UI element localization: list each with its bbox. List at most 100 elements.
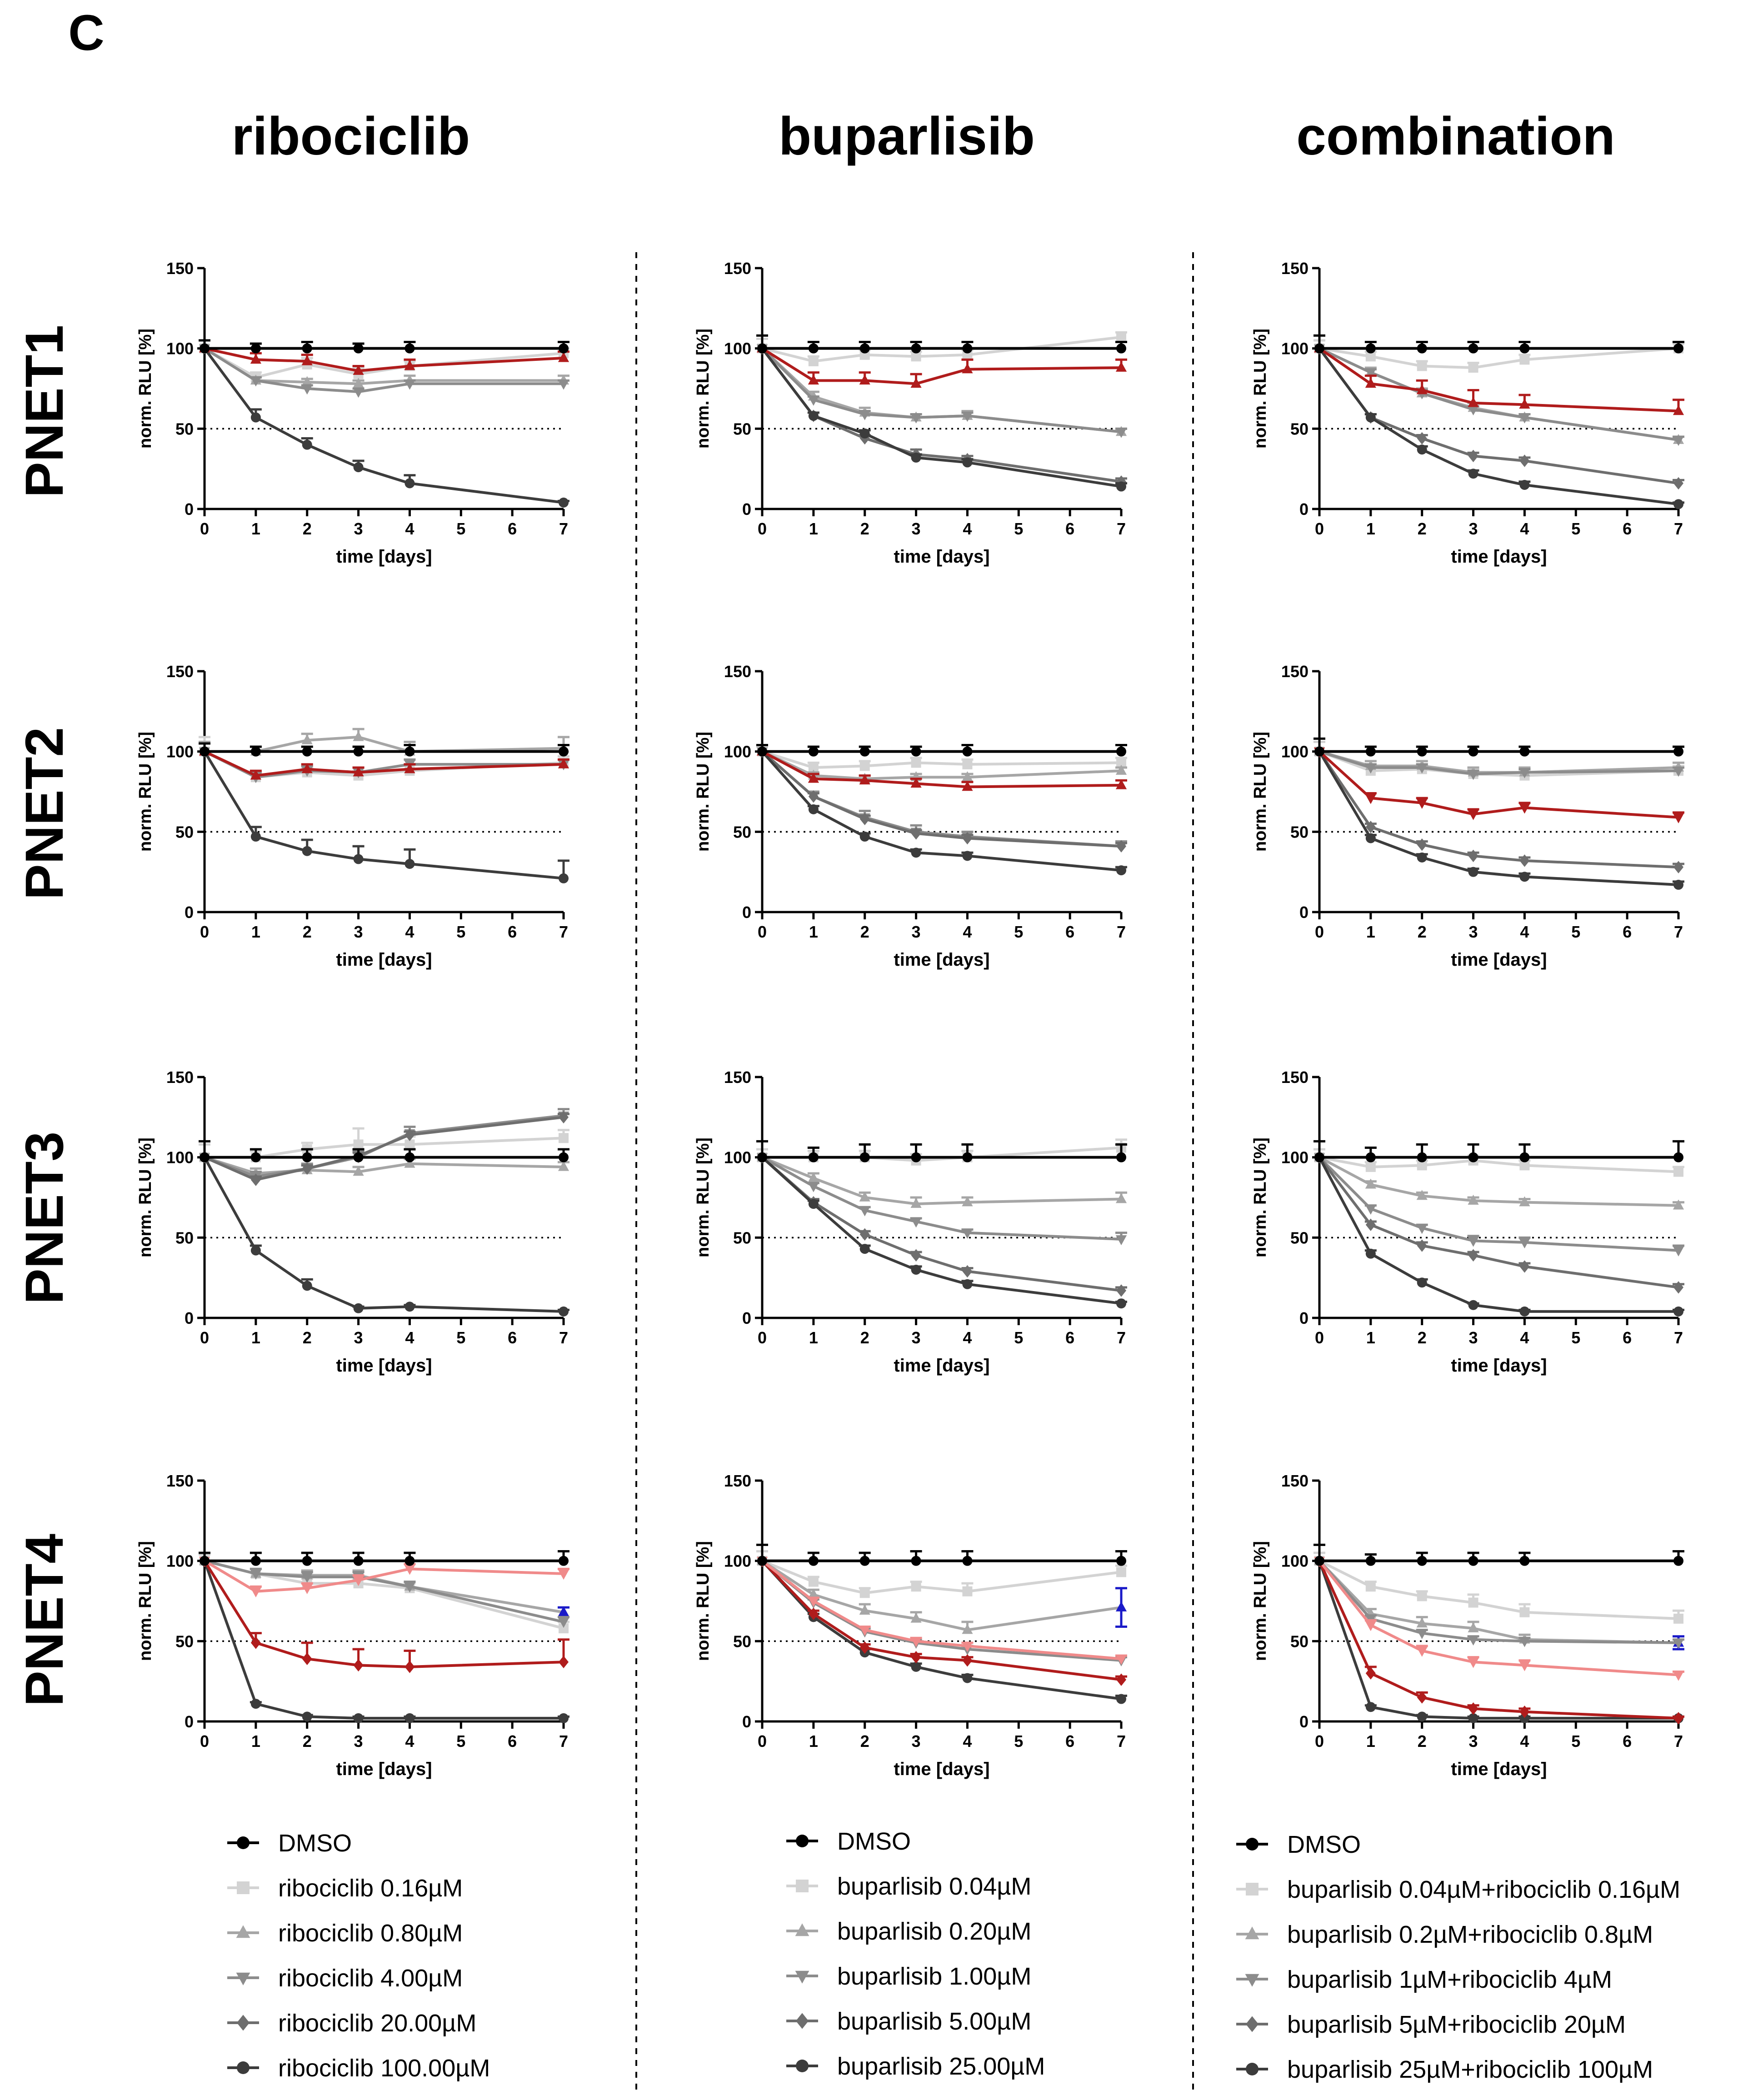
x-tick-label: 2 [303,519,312,538]
series-line [1318,347,1679,506]
legend-marker [236,1972,250,1985]
data-point [808,411,819,421]
data-point [1365,1152,1376,1162]
series-line [761,1156,1122,1305]
series-line [761,1156,1122,1241]
y-tick-label: 0 [742,903,751,922]
x-tick-label: 0 [758,923,767,941]
y-tick-label: 150 [1281,662,1309,681]
data-point [1365,343,1376,354]
x-tick-label: 3 [912,1732,921,1751]
x-tick-label: 5 [456,923,465,941]
data-point [1314,343,1324,354]
data-point [302,439,312,450]
y-tick-label: 50 [1290,1228,1309,1247]
series-line [1318,347,1679,442]
x-tick-label: 7 [1117,923,1126,941]
data-point [911,1556,921,1566]
legend-marker [1246,2016,1259,2032]
series-line [761,1559,1122,1595]
data-point [250,1245,261,1256]
series-buparlisib-5-m-ribociclib-20-m [1314,1554,1684,1725]
data-point [808,1199,819,1209]
panel-letter: C [68,5,104,61]
y-tick-label: 150 [1281,1068,1309,1087]
series-buparlisib-1-m-ribociclib-4-m [1313,747,1684,780]
data-point [1468,770,1479,780]
data-point [911,1265,921,1275]
y-tick-label: 100 [166,1552,194,1571]
data-point [910,378,922,388]
series-line [204,1156,564,1175]
data-point [1673,405,1684,415]
legend-marker [1245,1974,1259,1987]
data-point [404,1157,415,1168]
series-line [761,1560,1122,1661]
data-point [910,778,922,788]
data-point [1417,746,1427,757]
data-point [1417,444,1427,455]
x-tick-label: 3 [1469,923,1478,941]
data-point [1468,1658,1479,1668]
x-tick-label: 3 [1469,1732,1478,1751]
data-point [1673,343,1683,354]
data-point [859,1206,870,1217]
data-point [250,412,261,423]
plots-group: 0 50 100 150 0 1 2 3 4 5 6 7 time [days] norm. RLU [%… [136,259,1684,1779]
data-point [1365,368,1376,379]
y-tick-label: 0 [742,1309,751,1327]
legend-label: buparlisib 1µM+ribociclib 4µM [1287,1966,1612,1993]
data-point [859,1244,870,1254]
data-point [301,763,313,773]
legend-label: buparlisib 25µM+ribociclib 100µM [1287,2056,1653,2083]
y-tick-label: 0 [1299,903,1309,922]
y-tick-label: 100 [1281,1148,1309,1167]
legend-marker [796,2013,809,2029]
data-point [1116,332,1126,342]
series-line [761,750,1122,788]
data-point [302,1556,312,1566]
series-line [761,1560,1122,1681]
data-point [405,1152,415,1162]
series-line [1318,1156,1679,1289]
data-point [808,1576,819,1587]
series-dmso [1313,334,1684,354]
x-tick-label: 6 [1623,519,1632,538]
data-point [1365,763,1376,774]
x-tick-label: 4 [405,519,414,538]
series-line [761,750,1122,780]
data-point [1519,1661,1530,1671]
data-point [1468,1636,1479,1646]
y-tick-label: 0 [1299,1309,1309,1327]
data-point [559,746,569,757]
row-title-pnet2: PNET2 [15,727,75,900]
y-tick-label: 50 [733,419,751,438]
data-point [962,1586,973,1596]
data-point [1673,1152,1683,1162]
y-axis-label: norm. RLU [%] [136,329,155,449]
series-line [1318,1156,1679,1252]
plot-pnet1-buparlisib: 0 50 100 150 0 1 2 3 4 5 6 7 time [days] norm. RLU [%… [694,259,1127,567]
y-axis-label: norm. RLU [%] [694,732,713,852]
data-point [1116,1567,1126,1577]
column-title-combination: combination [1296,106,1615,166]
data-point [353,1166,364,1176]
data-point [1468,1556,1478,1566]
data-point [911,827,921,840]
series-line [1319,1156,1679,1173]
data-point [757,746,767,757]
y-tick-label: 150 [1281,1471,1309,1490]
x-tick-label: 6 [508,1732,517,1751]
x-axis-label: time [days] [1451,547,1547,567]
data-point [1116,1556,1126,1566]
series-red [756,745,1127,791]
data-point [911,452,921,463]
data-point [859,1191,870,1202]
series-line [204,750,564,777]
series-line [204,347,564,373]
x-tick-label: 1 [809,519,818,538]
x-tick-label: 2 [303,923,312,941]
y-tick-label: 50 [1290,1632,1309,1651]
legend-marker [1246,1838,1259,1851]
data-point [1115,361,1127,372]
